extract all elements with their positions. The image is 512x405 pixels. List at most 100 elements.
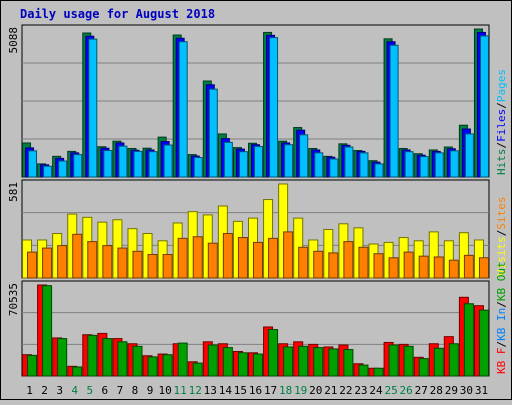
x-axis-labels: 1 2 3 4 5 6 7 8 9 10 11 12 13 14 15 16 17 18 19 20 21 22 23 24 2… xyxy=(26,384,488,397)
bar-pages xyxy=(374,163,384,178)
x-tick-label: 27 xyxy=(415,384,428,397)
y-max-label: 5088 xyxy=(7,27,20,54)
x-tick-label: 17 xyxy=(264,384,277,397)
x-tick-label: 18 xyxy=(279,384,292,397)
hits-panel: 5088 Hits/Files/Pages xyxy=(7,24,508,178)
bar-sites xyxy=(132,250,143,279)
bar-kb-out xyxy=(237,352,248,377)
x-tick-label: 11 xyxy=(174,384,187,397)
bar-kb-out xyxy=(57,338,68,377)
bar-kb-out xyxy=(147,356,158,377)
bar-kb-out xyxy=(433,347,444,377)
x-tick-label: 26 xyxy=(400,384,413,397)
bar-sites xyxy=(72,233,83,279)
legend-entry: / xyxy=(495,341,508,348)
bar-kb-out xyxy=(283,346,294,377)
x-tick-label: 10 xyxy=(158,384,171,397)
x-tick-label: 28 xyxy=(430,384,443,397)
bar-sites xyxy=(328,252,339,279)
x-tick-label: 19 xyxy=(294,384,307,397)
x-tick-label: 1 xyxy=(26,384,33,397)
bar-pages xyxy=(314,152,324,178)
bar-pages xyxy=(208,88,218,178)
bar-kb-out xyxy=(343,349,354,377)
x-tick-label: 5 xyxy=(86,384,93,397)
bar-kb-out xyxy=(328,348,339,377)
bar-pages xyxy=(479,35,489,178)
bar-pages xyxy=(464,133,474,178)
bar-pages xyxy=(43,165,53,178)
bar-pages xyxy=(118,145,128,178)
legend-entry: KB F xyxy=(495,348,508,375)
bar-pages xyxy=(389,44,399,178)
bar-sites xyxy=(102,245,113,279)
bar-sites xyxy=(117,247,128,279)
x-tick-label: 2 xyxy=(41,384,48,397)
bar-kb-out xyxy=(162,354,173,377)
bar-sites xyxy=(162,254,173,279)
bar-kb-out xyxy=(298,345,309,377)
bar-kb-out xyxy=(373,367,384,377)
x-tick-label: 16 xyxy=(249,384,262,397)
x-tick-label: 20 xyxy=(309,384,322,397)
chart-title: Daily usage for August 2018 xyxy=(20,7,215,21)
bar-sites xyxy=(42,247,53,279)
bar-pages xyxy=(163,144,173,178)
bar-kb-out xyxy=(253,353,263,377)
x-tick-label: 29 xyxy=(445,384,458,397)
bar-sites xyxy=(403,251,414,279)
bar-pages xyxy=(223,141,233,178)
bar-kb-out xyxy=(403,345,414,377)
bar-sites xyxy=(177,237,188,279)
bar-kb-out xyxy=(192,362,203,377)
visits-panel: 581 Visits/Sites xyxy=(7,179,508,279)
legend-entry: / xyxy=(495,102,508,109)
bar-kb-out xyxy=(27,354,38,377)
legend: Hits/Files/Pages xyxy=(495,69,508,175)
bar-sites xyxy=(57,245,68,279)
legend-entry: / xyxy=(495,142,508,149)
legend-entry: KB In xyxy=(495,308,508,341)
bar-sites xyxy=(313,250,324,279)
bar-pages xyxy=(434,152,444,178)
x-tick-label: 7 xyxy=(117,384,124,397)
x-tick-label: 9 xyxy=(147,384,154,397)
bar-pages xyxy=(178,41,188,178)
x-tick-label: 3 xyxy=(56,384,63,397)
bar-kb-out xyxy=(72,366,83,377)
bar-kb-out xyxy=(358,364,369,377)
bar-sites xyxy=(433,256,444,279)
bar-kb-out xyxy=(463,303,474,377)
bar-pages xyxy=(344,146,354,178)
bar-sites xyxy=(358,246,369,279)
bar-sites xyxy=(463,254,474,279)
bar-pages xyxy=(449,150,459,178)
x-tick-label: 24 xyxy=(369,384,383,397)
bar-sites xyxy=(478,257,489,279)
bar-sites xyxy=(343,241,354,279)
x-tick-label: 13 xyxy=(204,384,217,397)
y-max-label: 581 xyxy=(7,182,20,202)
x-tick-label: 23 xyxy=(354,384,367,397)
bar-kb-out xyxy=(132,345,143,377)
x-tick-label: 22 xyxy=(339,384,352,397)
y-max-label: 70535 xyxy=(7,283,20,316)
bar-pages xyxy=(238,151,248,178)
bar-pages xyxy=(359,152,369,178)
legend-entry: Sites xyxy=(495,197,508,230)
bar-sites xyxy=(388,257,399,279)
legend-entry: Visits xyxy=(495,236,508,276)
bar-pages xyxy=(419,156,429,178)
legend-entry: Hits xyxy=(495,149,508,176)
x-tick-label: 8 xyxy=(132,384,139,397)
x-tick-label: 31 xyxy=(475,384,488,397)
bar-kb-out xyxy=(268,329,279,377)
bar-kb-out xyxy=(222,347,233,377)
bar-pages xyxy=(28,150,38,178)
bar-kb-out xyxy=(418,358,429,377)
bar-pages xyxy=(299,134,309,178)
x-tick-label: 15 xyxy=(234,384,247,397)
bar-pages xyxy=(404,151,414,178)
